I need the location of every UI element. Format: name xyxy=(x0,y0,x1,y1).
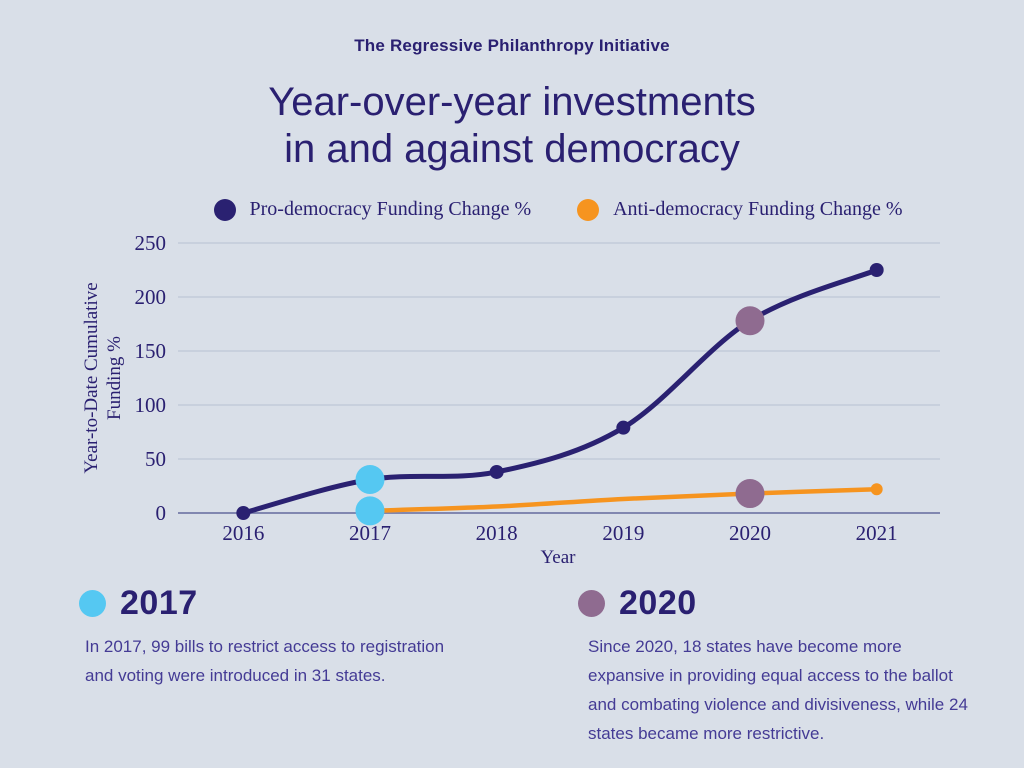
y-tick-label: 200 xyxy=(135,285,167,309)
highlight-2020-dot-icon xyxy=(578,590,605,617)
annotation-line: states became more restrictive. xyxy=(588,724,825,743)
highlight-marker-2017 xyxy=(355,465,385,495)
annotation-line: and combating violence and divisiveness,… xyxy=(588,695,968,714)
annotation-2020: 2020 Since 2020, 18 states have become m… xyxy=(578,584,968,748)
annotation-2017-header: 2017 xyxy=(79,584,444,623)
highlight-marker-2020 xyxy=(735,306,765,336)
page-title-line2: in and against democracy xyxy=(284,127,740,171)
data-point-series-0 xyxy=(616,420,631,435)
annotation-2020-body: Since 2020, 18 states have become more ex… xyxy=(588,632,968,748)
legend-label-pro-democracy: Pro-democracy Funding Change % xyxy=(249,198,532,220)
x-tick-label: 2019 xyxy=(602,521,644,545)
annotation-2017-body: In 2017, 99 bills to restrict access to … xyxy=(85,632,444,690)
annotation-2020-year: 2020 xyxy=(619,584,697,622)
data-point-series-0 xyxy=(236,506,251,520)
highlight-2017-dot-icon xyxy=(79,590,106,617)
x-tick-label: 2016 xyxy=(222,521,264,545)
page-title: Year-over-year investments in and agains… xyxy=(0,79,1024,173)
legend-dot-anti-democracy-icon xyxy=(577,198,600,221)
highlight-marker-2020 xyxy=(735,479,765,509)
chart-legend: Pro-democracy Funding Change % Anti-demo… xyxy=(46,198,1024,221)
org-title: The Regressive Philanthropy Initiative xyxy=(354,36,670,55)
series-line-0 xyxy=(240,267,880,516)
legend-label-anti-democracy: Anti-democracy Funding Change % xyxy=(613,198,903,220)
annotation-line: expansive in providing equal access to t… xyxy=(588,666,953,685)
annotation-2020-header: 2020 xyxy=(578,584,968,623)
x-tick-label: 2021 xyxy=(856,521,898,545)
annotation-line: and voting were introduced in 31 states. xyxy=(85,666,386,685)
series-line-1 xyxy=(367,486,879,514)
x-tick-label: 2018 xyxy=(476,521,518,545)
y-tick-label: 150 xyxy=(135,339,167,363)
annotation-line: Since 2020, 18 states have become more xyxy=(588,637,902,656)
annotation-line: In 2017, 99 bills to restrict access to … xyxy=(85,637,445,656)
annotation-2017-year: 2017 xyxy=(120,584,198,622)
data-point-series-0 xyxy=(489,464,504,479)
y-tick-label: 100 xyxy=(135,393,167,417)
y-tick-label: 0 xyxy=(156,501,167,525)
y-tick-label: 250 xyxy=(135,231,167,255)
data-point-series-1 xyxy=(870,483,883,496)
legend-dot-pro-democracy-icon xyxy=(213,198,236,221)
y-axis-title: Year-to-Date Cumulative Funding % xyxy=(81,282,125,473)
highlight-marker-2017 xyxy=(355,496,385,526)
legend-item-pro-democracy: Pro-democracy Funding Change % xyxy=(213,198,532,221)
x-axis-title: Year xyxy=(540,547,576,568)
data-point-series-0 xyxy=(869,263,884,277)
x-tick-label: 2020 xyxy=(729,521,771,545)
annotation-2017: 2017 In 2017, 99 bills to restrict acces… xyxy=(79,584,444,690)
legend-item-anti-democracy: Anti-democracy Funding Change % xyxy=(577,198,902,221)
y-tick-label: 50 xyxy=(145,447,166,471)
page-title-line1: Year-over-year investments xyxy=(268,80,756,124)
